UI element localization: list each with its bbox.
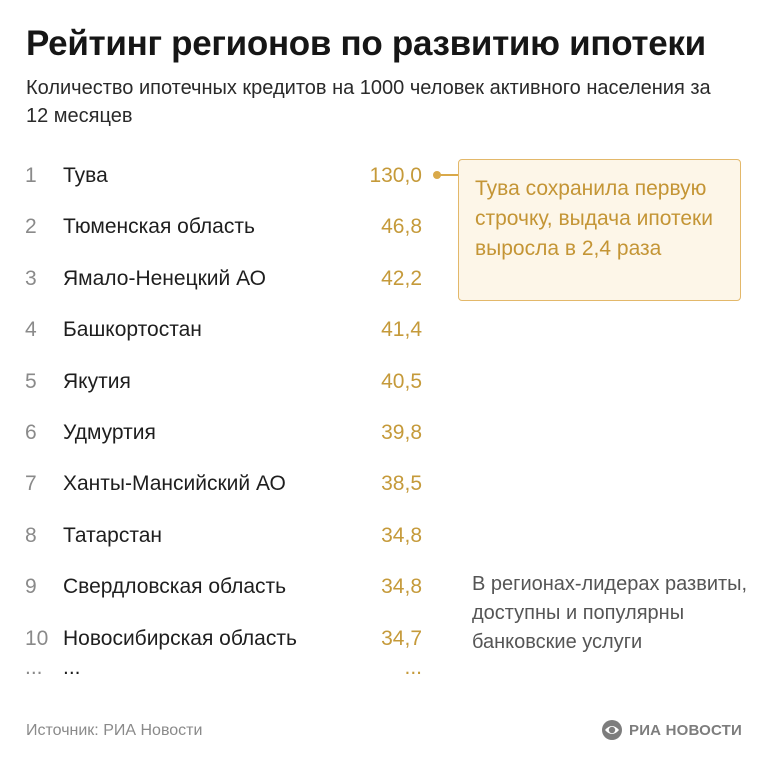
row-value: 46,8: [381, 215, 422, 239]
row-region: Тува: [63, 164, 108, 187]
callout-box: Тува сохранила первую строчку, выдача ип…: [458, 159, 741, 301]
ria-logo-text: РИА НОВОСТИ: [628, 721, 742, 739]
row-value: 34,8: [381, 523, 422, 547]
table-row: 10 Новосибирская область 34,7: [0, 613, 768, 664]
row-region: Ханты-Мансийский АО: [63, 472, 286, 496]
page-title: Рейтинг регионов по развитию ипотеки: [26, 24, 706, 63]
row-region: Якутия: [63, 369, 131, 393]
table-row: 1 Тува 130,0: [0, 150, 768, 201]
callout-connector-dot: [433, 171, 441, 179]
row-rank: 2: [25, 215, 37, 239]
table-row: 5 Якутия 40,5: [0, 356, 768, 407]
ellipsis-region: ...: [63, 656, 81, 679]
table-row: 4 Башкортостан 41,4: [0, 304, 768, 355]
row-region: Татарстан: [63, 523, 163, 547]
row-region: Свердловская область: [63, 575, 287, 599]
row-region: Тюменская область: [63, 215, 255, 239]
row-rank: 5: [25, 369, 37, 393]
row-rank: 7: [25, 472, 37, 496]
page-subtitle: Количество ипотечных кредитов на 1000 че…: [26, 77, 711, 127]
row-value: 42,2: [381, 266, 422, 290]
source-text: Источник: РИА Новости: [26, 722, 203, 739]
row-rank: 8: [25, 523, 37, 547]
row-value: 39,8: [381, 421, 422, 444]
row-region: Удмуртия: [63, 421, 156, 444]
row-rank: 9: [25, 575, 37, 599]
ria-logo-icon: [601, 720, 622, 740]
row-value: 130,0: [369, 164, 422, 187]
row-rank: 1: [25, 164, 37, 187]
table-row: 8 Татарстан 34,8: [0, 510, 768, 561]
callout-connector: [437, 174, 459, 176]
ria-logo: РИА НОВОСТИ: [601, 719, 742, 741]
row-value: 34,8: [381, 575, 422, 599]
row-rank: 10: [25, 626, 49, 650]
row-region: Башкортостан: [63, 318, 202, 342]
row-rank: 4: [25, 318, 37, 342]
row-value: 40,5: [381, 369, 422, 393]
row-rank: 6: [25, 421, 37, 444]
row-region: Новосибирская область: [63, 626, 297, 650]
row-value: 34,7: [381, 626, 422, 650]
ellipsis-rank: ...: [25, 656, 43, 679]
table-row: 6 Удмуртия 39,8: [0, 407, 768, 458]
row-region: Ямало-Ненецкий АО: [63, 266, 266, 290]
row-value: 38,5: [381, 472, 422, 496]
table-row: 2 Тюменская область 46,8: [0, 201, 768, 252]
table-row: 3 Ямало-Ненецкий АО 42,2: [0, 253, 768, 304]
row-rank: 3: [25, 266, 37, 290]
table-row: 9 Свердловская область 34,8: [0, 561, 768, 612]
side-note: В регионах-лидерах развиты, доступны и п…: [472, 573, 748, 653]
row-value: 41,4: [381, 318, 422, 342]
table-row: 7 Ханты-Мансийский АО 38,5: [0, 458, 768, 509]
ellipsis-value: ...: [404, 656, 422, 679]
